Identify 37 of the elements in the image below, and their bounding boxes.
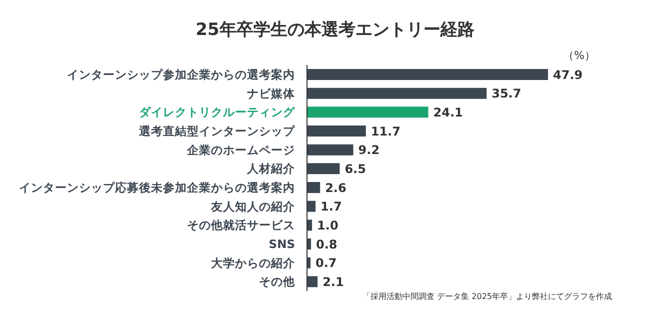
data-label: 11.7 [370,124,400,138]
y-tick-label: 企業のホームページ [186,142,295,157]
data-label: 1.7 [320,200,342,214]
data-label: 2.1 [322,274,344,289]
y-tick-label: その他 [259,274,296,289]
chart-title: 25年卒学生の本選考エントリー経路 [194,19,476,41]
y-tick-label: その他就活サービス [187,218,295,232]
y-tick-label: 大学からの紹介 [211,256,296,270]
bar [307,88,487,99]
data-label: 0.8 [316,237,338,252]
text: 「採用活動中間調査 データ集 2025年卒」より弊社にてグラフを作成 [362,291,612,302]
bar [307,163,340,174]
data-label: 1.0 [317,218,338,232]
y-tick-label: ナビ媒体 [247,86,296,100]
y-tick-label: 人材紹介 [246,162,296,176]
y-tick-label: ダイレクトリクルーティング [139,105,296,120]
y-tick-label: インターンシップ参加企業からの選考案内 [67,67,295,82]
data-label: 24.1 [433,105,463,120]
data-label: 47.9 [553,68,583,82]
y-tick-label: インターンシップ応募後未参加企業からの選考案内 [19,180,295,194]
bar [307,144,354,156]
x-axis-title: （%） [563,48,596,63]
bar [307,276,318,288]
data-label: 0.7 [316,256,337,270]
bar [307,182,320,193]
bar [307,220,312,231]
bar [307,106,428,118]
y-tick-label: 友人知人の紹介 [210,199,296,214]
y-tick-label: 選考直結型インターンシップ [139,124,296,138]
data-label: 2.6 [325,180,346,195]
data-label: 35.7 [492,86,522,101]
data-label: 9.2 [358,143,380,158]
y-tick-label: SNS [268,236,295,251]
bar [307,200,316,212]
bar [307,126,366,136]
bar [307,69,548,80]
data-label: 6.5 [344,162,366,176]
